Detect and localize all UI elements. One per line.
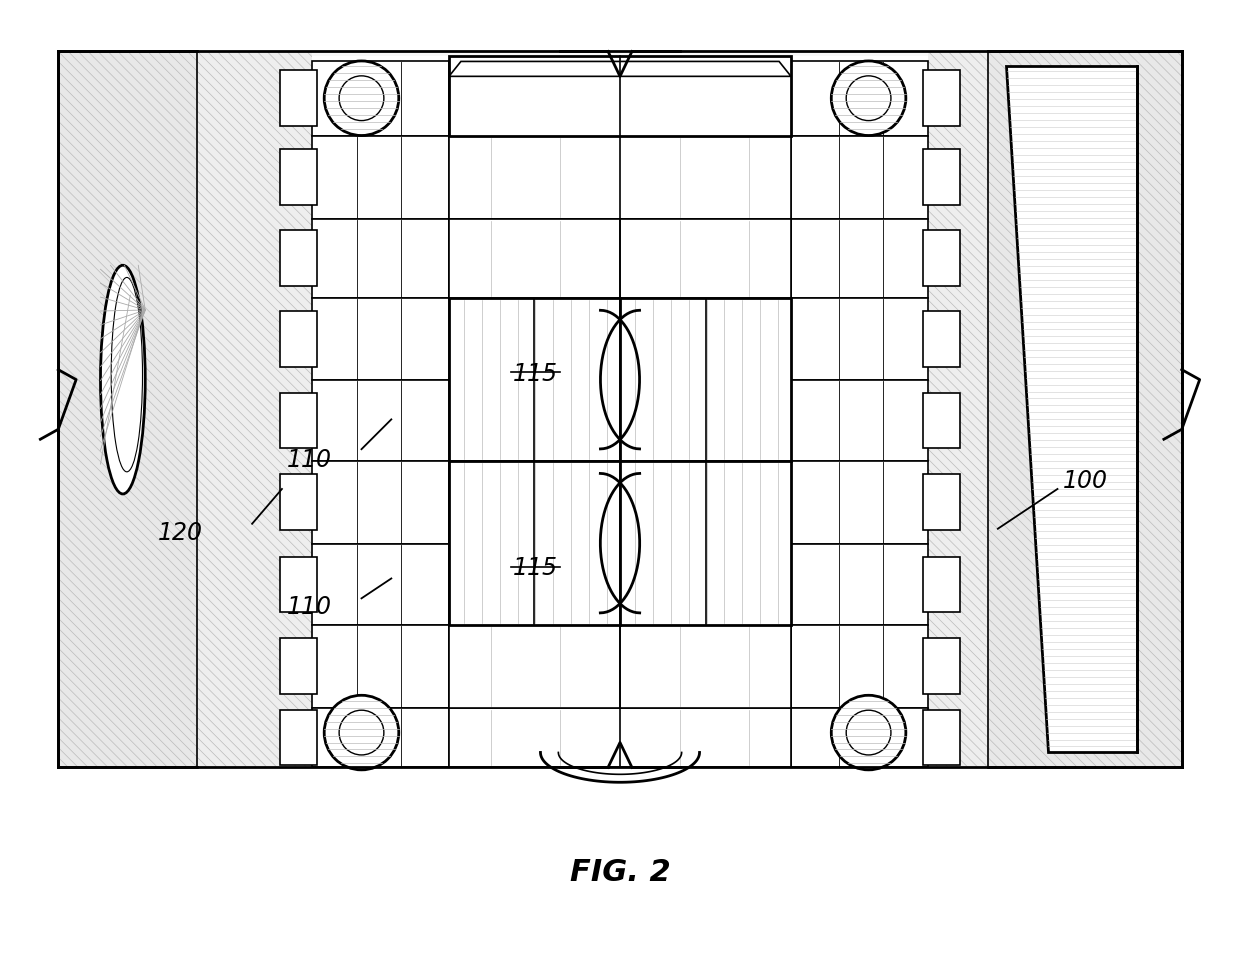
Polygon shape [311, 461, 449, 545]
Polygon shape [449, 62, 791, 78]
Polygon shape [449, 461, 620, 626]
Polygon shape [280, 639, 316, 694]
Polygon shape [791, 545, 929, 626]
Polygon shape [449, 219, 791, 298]
Polygon shape [924, 72, 960, 127]
Polygon shape [280, 72, 316, 127]
Polygon shape [924, 557, 960, 612]
Text: 110: 110 [286, 448, 332, 472]
Polygon shape [311, 137, 449, 219]
Polygon shape [620, 298, 791, 461]
Polygon shape [620, 461, 791, 626]
Polygon shape [791, 62, 929, 137]
Polygon shape [929, 52, 988, 767]
Text: 115: 115 [513, 361, 558, 386]
Polygon shape [449, 626, 791, 708]
Polygon shape [280, 312, 316, 367]
Text: 100: 100 [1063, 468, 1107, 492]
Polygon shape [197, 52, 311, 767]
Polygon shape [311, 626, 449, 708]
Polygon shape [280, 557, 316, 612]
Polygon shape [449, 461, 791, 545]
Polygon shape [791, 626, 929, 708]
Polygon shape [280, 393, 316, 449]
Polygon shape [449, 298, 620, 461]
Ellipse shape [831, 696, 906, 770]
Polygon shape [449, 57, 791, 137]
Polygon shape [924, 393, 960, 449]
Polygon shape [791, 380, 929, 461]
Polygon shape [449, 137, 791, 219]
Polygon shape [311, 545, 449, 626]
Polygon shape [924, 312, 960, 367]
Text: 115: 115 [513, 556, 558, 579]
Polygon shape [988, 52, 1182, 767]
Polygon shape [1006, 67, 1137, 753]
Polygon shape [924, 475, 960, 530]
Polygon shape [791, 298, 929, 380]
Polygon shape [280, 475, 316, 530]
Polygon shape [311, 380, 449, 461]
Ellipse shape [324, 62, 399, 137]
Polygon shape [924, 710, 960, 766]
Polygon shape [449, 708, 791, 767]
Polygon shape [58, 52, 197, 767]
Polygon shape [311, 298, 449, 380]
Polygon shape [280, 232, 316, 287]
Ellipse shape [831, 62, 906, 137]
Polygon shape [311, 219, 449, 298]
Polygon shape [791, 219, 929, 298]
Text: FIG. 2: FIG. 2 [569, 858, 671, 887]
Polygon shape [311, 57, 929, 763]
Polygon shape [924, 150, 960, 205]
Polygon shape [311, 708, 449, 767]
Polygon shape [280, 710, 316, 766]
Polygon shape [449, 626, 791, 708]
Text: 110: 110 [286, 595, 332, 618]
Polygon shape [791, 137, 929, 219]
Ellipse shape [100, 266, 145, 494]
Polygon shape [280, 150, 316, 205]
Ellipse shape [324, 696, 399, 770]
Polygon shape [449, 545, 791, 626]
Polygon shape [924, 232, 960, 287]
Polygon shape [791, 461, 929, 545]
Polygon shape [791, 708, 929, 767]
Polygon shape [311, 62, 449, 137]
Text: 120: 120 [157, 520, 202, 545]
Polygon shape [58, 52, 1182, 767]
Polygon shape [449, 219, 791, 298]
Polygon shape [924, 639, 960, 694]
Polygon shape [449, 62, 791, 137]
